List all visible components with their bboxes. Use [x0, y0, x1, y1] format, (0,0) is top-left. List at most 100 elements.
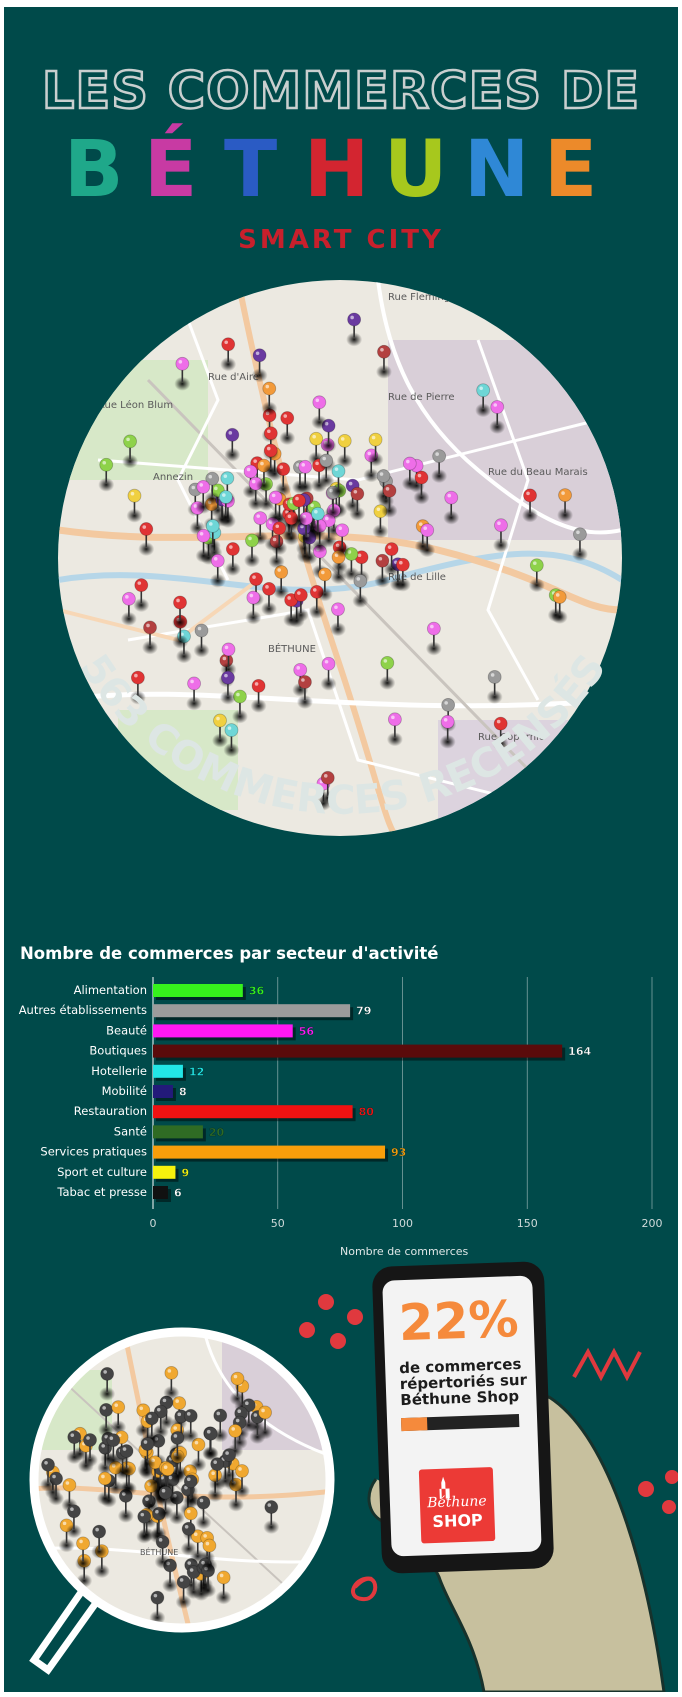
map-pin	[419, 523, 436, 558]
map-pin	[98, 1403, 115, 1437]
map-pin	[122, 434, 139, 469]
arc-title: 563 COMMERCES RECENSÉS	[71, 646, 615, 823]
subtitle: SMART CITY	[238, 225, 444, 255]
map-pin	[120, 591, 137, 626]
map-label: Rue Fleming	[388, 292, 450, 303]
map-label: Rue d'Aire	[208, 372, 259, 383]
bar	[153, 1085, 173, 1098]
map-pin	[96, 1471, 113, 1506]
logo-text-1: Béthune	[426, 1493, 487, 1512]
map-pins	[40, 1365, 280, 1624]
map-pin	[117, 1489, 134, 1523]
map-pin	[211, 713, 228, 748]
map-label: Rue Léon Blum	[98, 399, 173, 411]
data-label: 9	[181, 1166, 189, 1179]
map-pin	[221, 1448, 238, 1483]
map-pin	[401, 456, 418, 491]
map-pin	[316, 567, 333, 602]
map-pin	[374, 553, 391, 588]
map-pin	[262, 443, 279, 478]
map-pin	[486, 670, 503, 704]
data-label: 6	[174, 1187, 182, 1200]
category-label: Santé	[114, 1124, 147, 1138]
bar	[153, 1044, 563, 1058]
map-pin	[142, 620, 159, 655]
map-pin	[252, 511, 269, 546]
bar	[153, 1186, 168, 1199]
map-pin	[279, 411, 296, 446]
category-label: Mobilité	[102, 1084, 147, 1098]
map-pin	[105, 1433, 122, 1468]
data-label: 56	[299, 1025, 315, 1038]
bar	[153, 1105, 353, 1119]
title-letter: U	[384, 125, 448, 215]
map-pin	[318, 453, 335, 488]
data-label: 12	[189, 1065, 204, 1078]
map-pin	[439, 714, 456, 749]
map-pin	[129, 670, 146, 705]
map-pin	[174, 356, 191, 391]
map-pin	[443, 490, 460, 525]
arc-text-path: 563 COMMERCES RECENSÉS	[71, 646, 615, 823]
map-pin	[154, 1534, 171, 1569]
map-pin	[201, 1538, 218, 1573]
map-pin	[229, 1371, 246, 1406]
decor-dot	[347, 1309, 363, 1325]
map-pin	[195, 1495, 212, 1530]
map-pin	[309, 506, 326, 541]
map-pin	[571, 527, 588, 562]
title-letter: B	[64, 125, 124, 215]
decor-dot	[330, 1333, 346, 1349]
chart-title: Nombre de commerces par secteur d'activi…	[20, 944, 439, 963]
map-label: BÉTHUNE	[140, 1546, 178, 1557]
x-tick-label: 150	[517, 1217, 538, 1230]
map-main-road	[235, 280, 400, 836]
decor-dot	[665, 1470, 678, 1484]
phone-screen: 22% de commerces répertoriés sur Béthune…	[382, 1275, 542, 1557]
map-pin	[195, 528, 212, 563]
data-label: 164	[568, 1045, 591, 1058]
map-pin	[215, 1570, 232, 1605]
map-pin	[320, 656, 337, 691]
decor-dot	[662, 1500, 676, 1514]
map-pin	[118, 1444, 135, 1479]
category-label: Tabac et presse	[56, 1185, 147, 1199]
x-tick-label: 200	[642, 1217, 663, 1230]
title-letter: H	[304, 125, 370, 215]
map-pin	[110, 1400, 127, 1435]
map-pin	[297, 459, 314, 494]
map-pin	[334, 523, 351, 558]
map-pin	[91, 1524, 108, 1559]
x-tick-label: 50	[271, 1217, 285, 1230]
category-label: Hotellerie	[91, 1064, 147, 1078]
magnifier-rim	[29, 1327, 335, 1633]
map-pin	[217, 490, 234, 525]
belfry-icon	[439, 1476, 450, 1499]
map-label: Rue de Pierre	[388, 392, 455, 403]
category-label: Restauration	[74, 1104, 147, 1118]
map-pin	[257, 1405, 274, 1440]
map-pin	[143, 1411, 160, 1446]
map-pin	[136, 1509, 153, 1544]
map-pin	[528, 558, 545, 593]
map-road	[58, 691, 622, 709]
map-pin	[172, 595, 189, 630]
map-pin	[475, 383, 492, 418]
map-pin	[133, 578, 150, 613]
map-pin	[202, 1426, 219, 1461]
map-pin	[330, 464, 347, 499]
data-label: 79	[356, 1005, 371, 1018]
map-pin	[267, 490, 284, 525]
map-pin	[261, 381, 278, 416]
map-pin	[311, 395, 328, 430]
map-pin	[139, 1437, 156, 1472]
category-label: Autres établissements	[19, 1003, 147, 1017]
map-pin	[223, 723, 240, 758]
map-pin	[260, 581, 277, 616]
map-pin	[291, 493, 308, 528]
bar	[153, 1004, 351, 1018]
bar	[153, 1165, 176, 1179]
logo-text-2: SHOP	[432, 1510, 484, 1532]
arc-text: 563 COMMERCES RECENSÉS	[71, 646, 615, 823]
map-pin	[65, 1504, 82, 1539]
